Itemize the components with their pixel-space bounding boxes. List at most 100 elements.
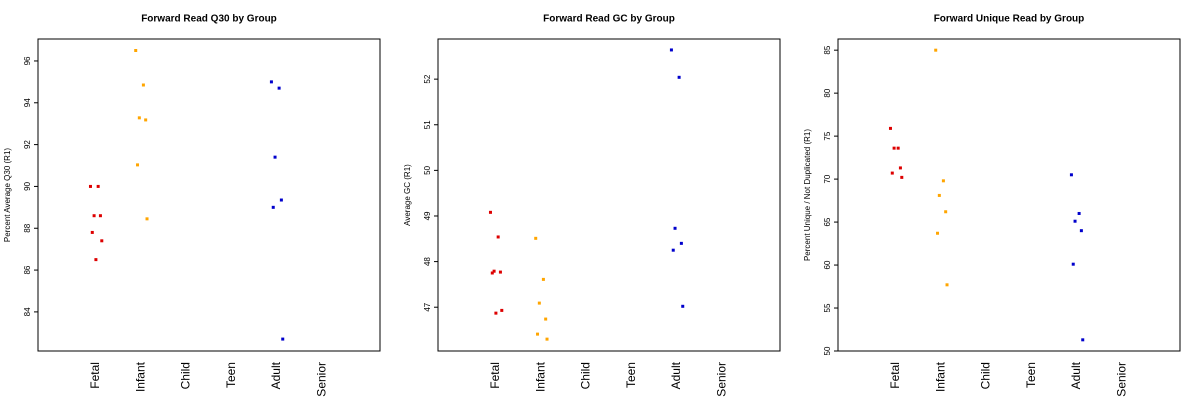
x-tick-label: Fetal — [888, 362, 902, 389]
point — [273, 155, 277, 159]
y-axis-title: Percent Average Q30 (R1) — [3, 148, 12, 242]
point — [281, 337, 285, 341]
x-tick-label: Teen — [624, 362, 638, 388]
point — [1073, 219, 1077, 223]
y-tick-label: 96 — [23, 56, 32, 65]
y-tick-label: 92 — [23, 140, 32, 149]
point — [1079, 229, 1083, 233]
x-tick-label: Teen — [1024, 362, 1038, 388]
point — [890, 171, 894, 175]
point — [941, 179, 945, 183]
y-tick-label: 52 — [423, 74, 432, 83]
plot-frame — [37, 38, 381, 352]
point — [681, 304, 685, 308]
point — [937, 193, 941, 197]
point — [1081, 338, 1085, 342]
y-tick-label: 65 — [823, 217, 832, 226]
y-tick-label: 55 — [823, 303, 832, 312]
x-tick-label: Senior — [1114, 362, 1128, 397]
y-tick-label: 49 — [423, 211, 432, 220]
point — [944, 210, 948, 214]
point — [94, 258, 98, 262]
point — [277, 86, 281, 90]
point — [898, 166, 902, 170]
y-tick-label: 90 — [23, 181, 32, 190]
point — [100, 239, 104, 243]
y-tick-label: 94 — [23, 98, 32, 107]
point — [490, 271, 494, 275]
y-tick-label: 85 — [823, 45, 832, 54]
point — [537, 301, 541, 305]
chart-title: Forward Read GC by Group — [543, 14, 675, 25]
x-tick-label: Infant — [933, 361, 947, 392]
point — [669, 48, 673, 52]
point — [96, 184, 100, 188]
point — [1077, 211, 1081, 215]
point — [544, 317, 548, 321]
y-tick-label: 84 — [23, 307, 32, 316]
x-tick-label: Child — [179, 362, 193, 389]
point — [498, 270, 502, 274]
point — [137, 116, 141, 120]
y-tick-label: 51 — [423, 120, 432, 129]
x-tick-label: Fetal — [488, 362, 502, 389]
x-tick-label: Child — [579, 362, 593, 389]
plot-frame — [837, 38, 1181, 352]
x-tick-label: Infant — [133, 361, 147, 392]
x-tick-label: Teen — [224, 362, 238, 388]
point — [673, 226, 677, 230]
y-tick-label: 50 — [423, 165, 432, 174]
point — [500, 308, 504, 312]
x-tick-label: Adult — [1069, 361, 1083, 389]
point — [496, 235, 500, 239]
point — [141, 83, 145, 87]
point — [88, 184, 92, 188]
point — [679, 241, 683, 245]
point — [888, 126, 892, 130]
x-tick-label: Adult — [669, 361, 683, 389]
plot-frame — [437, 38, 781, 352]
point — [269, 80, 273, 84]
x-tick-label: Senior — [714, 362, 728, 397]
point — [90, 230, 94, 234]
y-tick-label: 88 — [23, 223, 32, 232]
point — [892, 146, 896, 150]
point — [1071, 262, 1075, 266]
point — [271, 205, 275, 209]
x-tick-label: Fetal — [88, 362, 102, 389]
point — [144, 118, 148, 122]
point — [134, 49, 138, 53]
y-tick-label: 70 — [823, 174, 832, 183]
y-axis-title: Average GC (R1) — [403, 164, 412, 226]
point — [934, 48, 938, 52]
point — [98, 214, 102, 218]
y-tick-label: 48 — [423, 257, 432, 266]
point — [536, 332, 540, 336]
x-tick-label: Senior — [314, 362, 328, 397]
chart-title: Forward Unique Read by Group — [934, 14, 1085, 25]
y-tick-label: 75 — [823, 131, 832, 140]
point — [1069, 173, 1073, 177]
point — [492, 269, 496, 273]
point — [488, 210, 492, 214]
point — [136, 163, 140, 167]
point — [945, 283, 949, 287]
x-tick-label: Child — [979, 362, 993, 389]
point — [145, 217, 149, 221]
x-tick-label: Infant — [533, 361, 547, 392]
point — [936, 231, 940, 235]
point — [677, 75, 681, 79]
point — [534, 236, 538, 240]
y-tick-label: 50 — [823, 346, 832, 355]
x-tick-label: Adult — [269, 361, 283, 389]
point — [545, 337, 549, 341]
point — [671, 248, 675, 252]
point — [494, 311, 498, 315]
y-tick-label: 86 — [23, 265, 32, 274]
point — [541, 277, 545, 281]
y-axis-title: Percent Unique / Not Duplicated (R1) — [803, 129, 812, 261]
point — [896, 146, 900, 150]
chart-title: Forward Read Q30 by Group — [141, 14, 277, 25]
